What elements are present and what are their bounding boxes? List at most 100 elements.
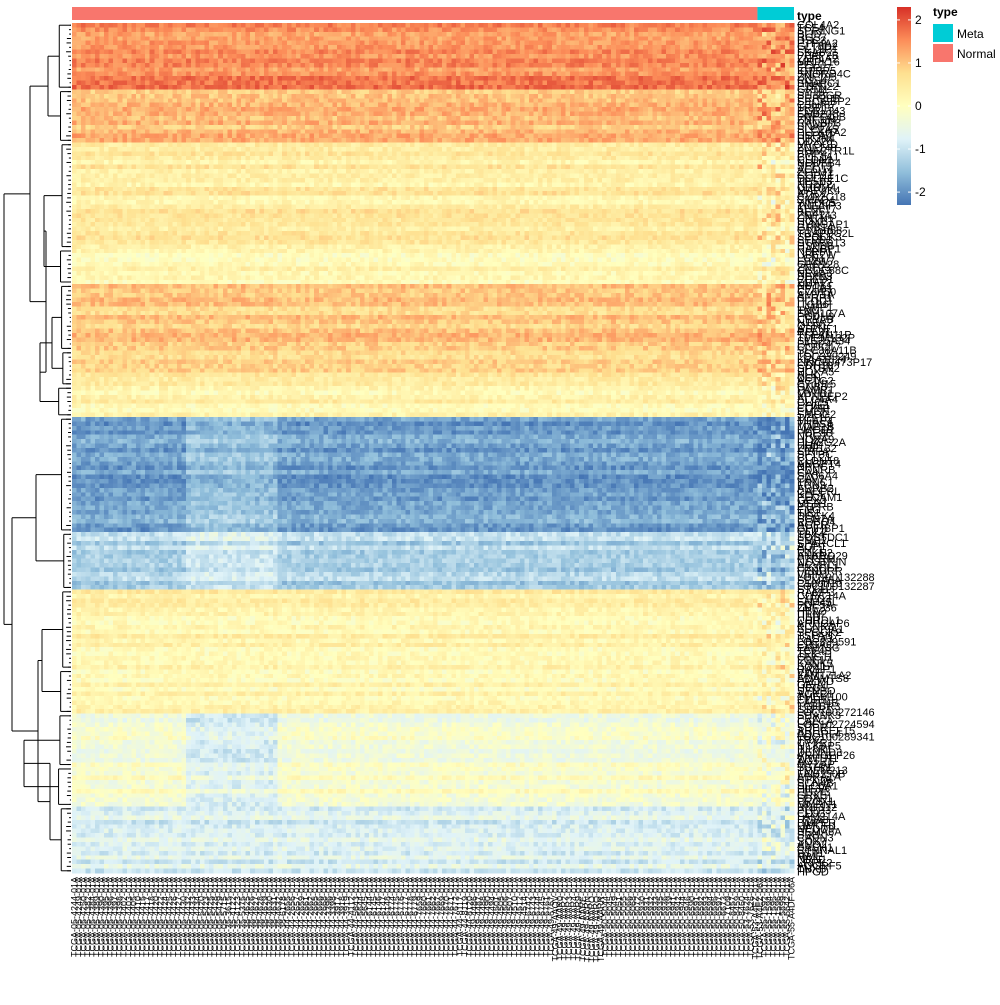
heatmap-cell xyxy=(85,53,91,59)
heatmap-cell xyxy=(666,40,671,46)
heatmap-cell xyxy=(241,53,246,59)
heatmap-cell xyxy=(72,23,77,28)
heatmap-cell xyxy=(314,23,320,28)
heatmap-cell xyxy=(305,115,310,121)
heatmap-cell xyxy=(140,31,146,37)
heatmap-cell xyxy=(387,142,393,148)
heatmap-cell xyxy=(103,107,109,112)
heatmap-cell xyxy=(135,45,141,50)
heatmap-cell xyxy=(236,93,242,99)
heatmap-cell xyxy=(611,151,617,157)
heatmap-cell xyxy=(314,31,320,37)
heatmap-cell xyxy=(501,107,507,112)
heatmap-cell xyxy=(94,124,100,130)
heatmap-cell xyxy=(186,84,192,90)
heatmap-cell xyxy=(446,36,452,42)
heatmap-cell xyxy=(588,120,594,126)
heatmap-cell xyxy=(149,27,155,33)
heatmap-cell xyxy=(250,76,256,81)
heatmap-cell xyxy=(241,124,246,130)
heatmap-cell xyxy=(611,155,617,161)
heatmap-cell xyxy=(145,67,150,72)
heatmap-cell xyxy=(574,62,580,68)
heatmap-cell xyxy=(140,146,146,152)
heatmap-cell xyxy=(547,93,553,99)
heatmap-cell xyxy=(167,71,173,77)
heatmap-cell xyxy=(547,23,553,28)
heatmap-cell xyxy=(300,62,306,68)
heatmap-cell xyxy=(702,45,708,50)
heatmap-cell xyxy=(314,53,320,59)
heatmap-cell xyxy=(487,120,493,126)
heatmap-cell xyxy=(241,146,246,152)
heatmap-cell xyxy=(762,93,767,99)
heatmap-cell xyxy=(314,89,320,95)
heatmap-cell xyxy=(195,76,201,81)
heatmap-cell xyxy=(318,107,324,112)
heatmap-cell xyxy=(624,107,630,112)
heatmap-cell xyxy=(492,49,498,55)
heatmap-cell xyxy=(766,84,772,90)
heatmap-cell xyxy=(277,93,283,99)
heatmap-cell xyxy=(720,111,726,117)
heatmap-cell xyxy=(172,142,178,148)
heatmap-cell xyxy=(135,27,141,33)
heatmap-cell xyxy=(734,27,740,33)
heatmap-cell xyxy=(464,40,470,46)
heatmap-cell xyxy=(113,115,118,121)
heatmap-cell xyxy=(748,31,754,37)
heatmap-cell xyxy=(314,40,320,46)
heatmap-cell xyxy=(286,120,292,126)
heatmap-cell xyxy=(510,120,516,126)
heatmap-cell xyxy=(305,133,310,139)
heatmap-cell xyxy=(382,93,388,99)
heatmap-cell xyxy=(117,89,123,95)
heatmap-cell xyxy=(602,23,607,28)
heatmap-cell xyxy=(286,62,292,68)
heatmap-cell xyxy=(204,71,210,77)
heatmap-cell xyxy=(629,62,635,68)
heatmap-cell xyxy=(337,160,342,165)
heatmap-cell xyxy=(643,111,649,117)
heatmap-cell xyxy=(254,71,260,77)
heatmap-cell xyxy=(643,40,649,46)
heatmap-cell xyxy=(268,146,274,152)
heatmap-cell xyxy=(506,36,511,42)
heatmap-cell xyxy=(341,120,347,126)
heatmap-cell xyxy=(460,120,466,126)
heatmap-cell xyxy=(305,45,310,50)
heatmap-cell xyxy=(762,146,767,152)
heatmap-cell xyxy=(309,115,315,121)
heatmap-cell xyxy=(250,124,256,130)
heatmap-cell xyxy=(318,155,324,161)
heatmap-cell xyxy=(780,80,786,86)
heatmap-cell xyxy=(620,45,626,50)
heatmap-cell xyxy=(634,58,639,64)
heatmap-cell xyxy=(565,49,571,55)
heatmap-cell xyxy=(624,111,630,117)
heatmap-cell xyxy=(670,111,676,117)
heatmap-cell xyxy=(355,84,361,90)
heatmap-cell xyxy=(771,115,777,121)
heatmap-cell xyxy=(496,160,502,165)
heatmap-cell xyxy=(757,49,763,55)
heatmap-cell xyxy=(154,111,160,117)
heatmap-cell xyxy=(780,111,786,117)
heatmap-cell xyxy=(259,146,265,152)
heatmap-cell xyxy=(263,89,269,95)
heatmap-cell xyxy=(140,107,146,112)
heatmap-cell xyxy=(236,111,242,117)
heatmap-cell xyxy=(592,36,598,42)
heatmap-cell xyxy=(209,115,214,121)
heatmap-cell xyxy=(423,53,429,59)
heatmap-cell xyxy=(419,71,425,77)
heatmap-cell xyxy=(615,146,621,152)
heatmap-cell xyxy=(725,67,731,72)
heatmap-cell xyxy=(318,53,324,59)
heatmap-cell xyxy=(780,53,786,59)
heatmap-cell xyxy=(364,36,370,42)
heatmap-cell xyxy=(259,40,265,46)
heatmap-cell xyxy=(149,93,155,99)
heatmap-cell xyxy=(711,58,717,64)
heatmap-cell xyxy=(355,138,361,143)
